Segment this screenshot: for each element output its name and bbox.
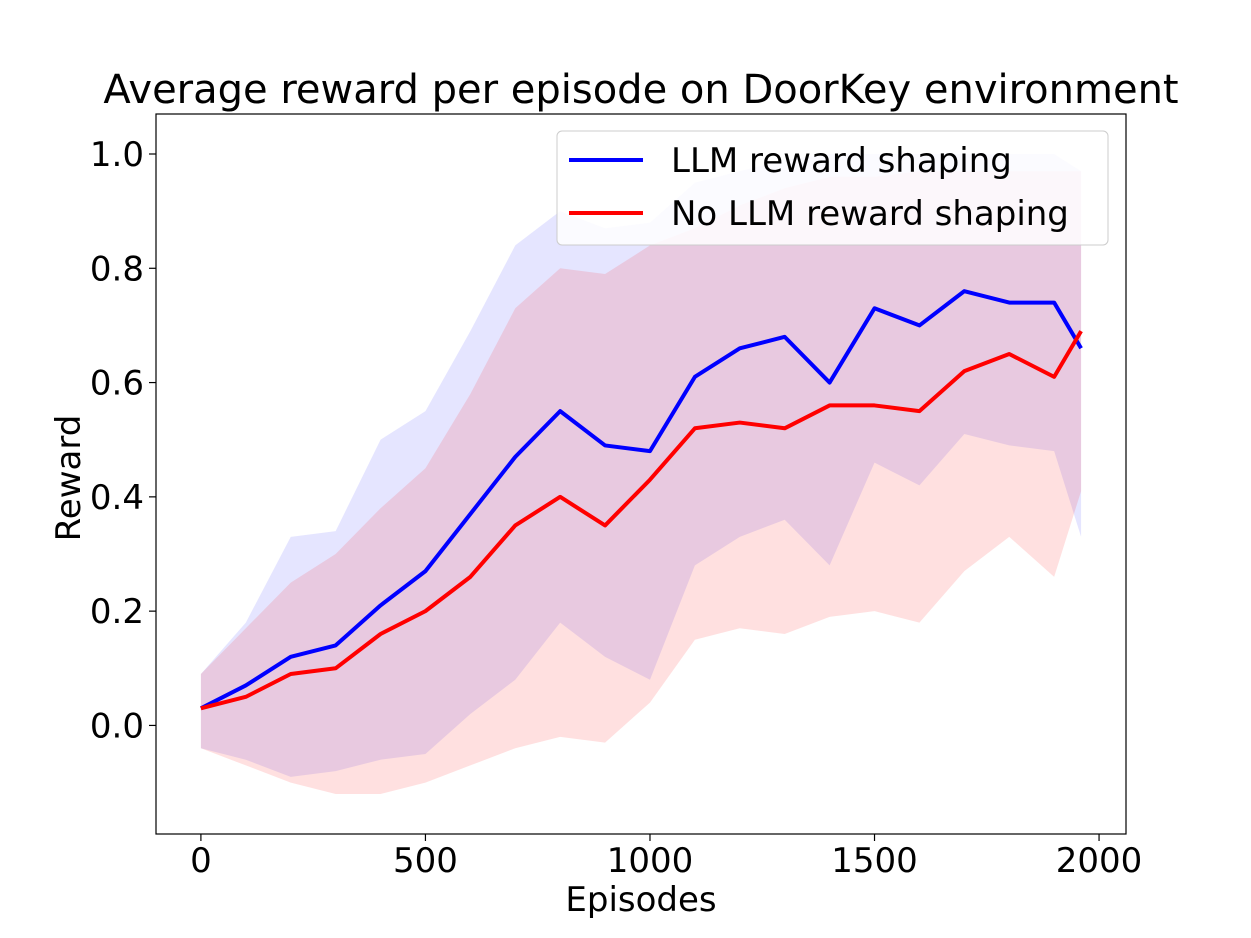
y-tick-label: 0.8 [90,249,144,289]
line-llm-reward-shaping [200,289,1083,711]
x-axis-label: Episodes [565,880,716,920]
legend-box [556,130,1109,246]
band-no-llm-reward-shaping [200,171,1082,795]
y-tick-label: 1.0 [90,135,144,175]
legend[interactable]: LLM reward shaping No LLM reward shaping [556,130,1109,246]
x-tick-label: 1000 [607,841,694,881]
y-tick-label: 0.4 [90,478,144,518]
line-no-llm-reward-shaping [200,330,1083,711]
band-llm-reward-shaping [200,154,1082,777]
y-axis: 0.0 0.2 0.4 0.6 0.8 1.0 [90,135,156,746]
y-tick-label: 0.0 [90,706,144,746]
legend-label-no-llm-reward-shaping: No LLM reward shaping [671,194,1069,234]
plot-frame [155,113,1127,835]
x-tick-label: 500 [393,841,458,881]
y-tick-label: 0.6 [90,364,144,404]
x-tick-label: 1500 [831,841,918,881]
x-tick-label: 2000 [1056,841,1143,881]
legend-label-llm-reward-shaping: LLM reward shaping [671,141,1012,181]
series-lines [200,289,1083,711]
chart-title: Average reward per episode on DoorKey en… [103,67,1178,113]
y-tick-label: 0.2 [90,592,144,632]
y-axis-label: Reward [49,415,89,542]
x-tick-label: 0 [190,841,212,881]
x-axis: 0 500 1000 1500 2000 [190,834,1142,881]
bands [200,154,1082,795]
